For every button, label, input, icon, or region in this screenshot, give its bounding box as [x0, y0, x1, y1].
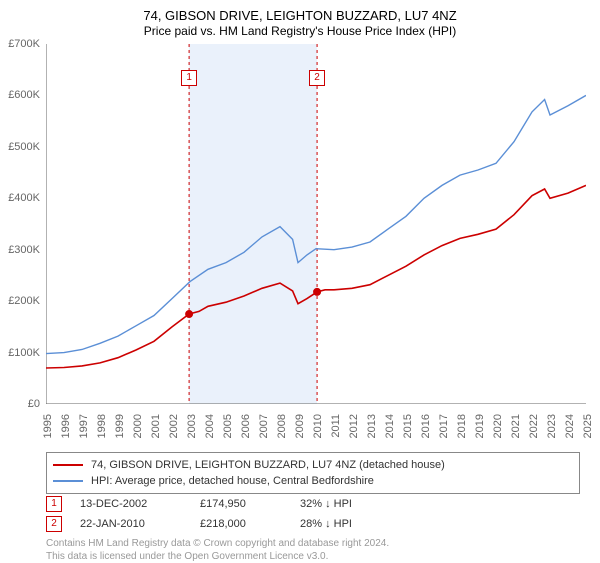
x-axis-label: 1999 [114, 414, 126, 454]
x-axis-label: 2003 [186, 414, 198, 454]
transaction-table: 1 13-DEC-2002£174,95032% ↓ HPI 2 22-JAN-201… [46, 494, 400, 534]
shaded-region [189, 44, 317, 404]
y-axis-label: £300K [8, 244, 40, 256]
y-axis-label: £700K [8, 38, 40, 50]
x-axis-label: 2001 [150, 414, 162, 454]
x-axis-label: 2015 [402, 414, 414, 454]
x-axis-label: 2021 [510, 414, 522, 454]
chart-area: £0£100K£200K£300K£400K£500K£600K£700K 19… [46, 44, 586, 404]
x-axis-label: 2014 [384, 414, 396, 454]
x-axis-label: 2009 [294, 414, 306, 454]
transaction-price: £174,950 [200, 498, 300, 510]
transaction-date: 22-JAN-2010 [80, 518, 200, 530]
x-axis-label: 2024 [564, 414, 576, 454]
y-axis-label: £500K [8, 141, 40, 153]
transaction-row: 2 22-JAN-2010£218,00028% ↓ HPI [46, 514, 400, 534]
x-axis-label: 2004 [204, 414, 216, 454]
transaction-diff: 28% ↓ HPI [300, 518, 400, 530]
x-axis-label: 2017 [438, 414, 450, 454]
title-subtitle: Price paid vs. HM Land Registry's House … [0, 24, 600, 38]
y-axis-label: £400K [8, 192, 40, 204]
legend-row: HPI: Average price, detached house, Cent… [53, 473, 573, 489]
transaction-date: 13-DEC-2002 [80, 498, 200, 510]
legend: 74, GIBSON DRIVE, LEIGHTON BUZZARD, LU7 … [46, 452, 580, 494]
footnote-line1: Contains HM Land Registry data © Crown c… [46, 538, 389, 551]
transaction-price: £218,000 [200, 518, 300, 530]
transaction-diff: 32% ↓ HPI [300, 498, 400, 510]
x-axis-label: 2000 [132, 414, 144, 454]
x-axis-label: 2008 [276, 414, 288, 454]
legend-swatch [53, 464, 83, 466]
transaction-marker: 2 [46, 516, 62, 532]
marker-box-1: 1 [181, 70, 197, 86]
marker-dot-2 [313, 288, 321, 296]
x-axis-label: 2020 [492, 414, 504, 454]
x-axis-label: 2005 [222, 414, 234, 454]
x-axis-label: 2016 [420, 414, 432, 454]
x-axis-label: 1995 [42, 414, 54, 454]
x-axis-label: 2022 [528, 414, 540, 454]
marker-dot-1 [185, 310, 193, 318]
x-axis-label: 2019 [474, 414, 486, 454]
transaction-marker: 1 [46, 496, 62, 512]
legend-label: 74, GIBSON DRIVE, LEIGHTON BUZZARD, LU7 … [91, 459, 445, 471]
y-axis-label: £200K [8, 295, 40, 307]
x-axis-label: 2007 [258, 414, 270, 454]
x-axis-label: 1996 [60, 414, 72, 454]
footnote: Contains HM Land Registry data © Crown c… [46, 538, 389, 563]
x-axis-label: 1998 [96, 414, 108, 454]
legend-row: 74, GIBSON DRIVE, LEIGHTON BUZZARD, LU7 … [53, 457, 573, 473]
legend-swatch [53, 480, 83, 482]
chart-svg [46, 44, 586, 404]
title-block: 74, GIBSON DRIVE, LEIGHTON BUZZARD, LU7 … [0, 0, 600, 38]
y-axis-label: £100K [8, 347, 40, 359]
x-axis-label: 2018 [456, 414, 468, 454]
x-axis-label: 2025 [582, 414, 594, 454]
x-axis-label: 2002 [168, 414, 180, 454]
footnote-line2: This data is licensed under the Open Gov… [46, 551, 389, 563]
x-axis-label: 2023 [546, 414, 558, 454]
legend-label: HPI: Average price, detached house, Cent… [91, 475, 374, 487]
x-axis-label: 1997 [78, 414, 90, 454]
x-axis-label: 2006 [240, 414, 252, 454]
x-axis-label: 2010 [312, 414, 324, 454]
figure-container: 74, GIBSON DRIVE, LEIGHTON BUZZARD, LU7 … [0, 0, 600, 560]
y-axis-label: £0 [28, 398, 40, 410]
y-axis-label: £600K [8, 89, 40, 101]
title-address: 74, GIBSON DRIVE, LEIGHTON BUZZARD, LU7 … [0, 8, 600, 23]
x-axis-label: 2011 [330, 414, 342, 454]
x-axis-label: 2012 [348, 414, 360, 454]
marker-box-2: 2 [309, 70, 325, 86]
transaction-row: 1 13-DEC-2002£174,95032% ↓ HPI [46, 494, 400, 514]
x-axis-label: 2013 [366, 414, 378, 454]
